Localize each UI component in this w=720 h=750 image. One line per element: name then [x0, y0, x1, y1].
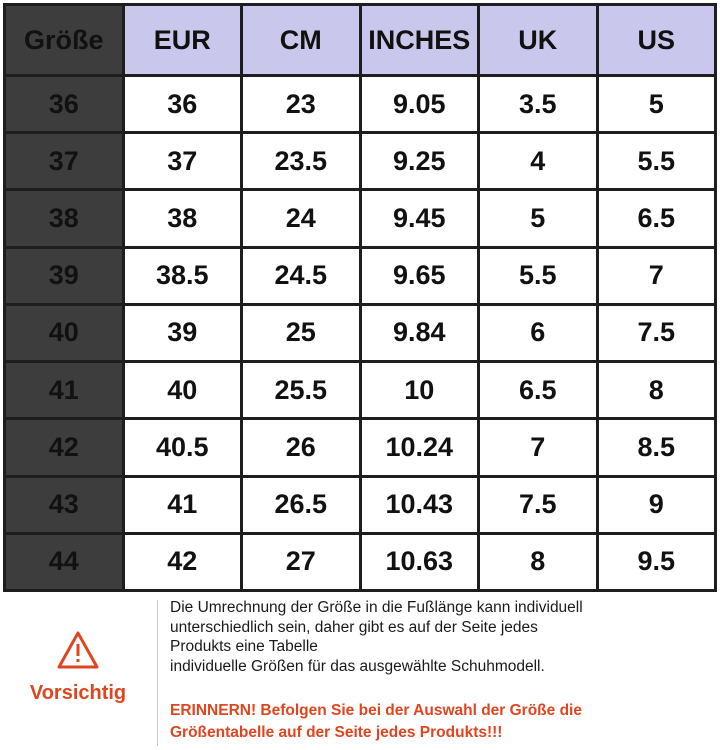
column-header-uk: UK	[480, 6, 596, 74]
cell-uk: 5	[480, 191, 596, 246]
cell-inches: 10.63	[361, 534, 477, 589]
corner-label-size: Größe	[6, 6, 122, 74]
cell-eur: 40.5	[124, 420, 240, 475]
cell-inches: 10	[361, 363, 477, 418]
notice-section: Vorsichtig Die Umrechnung der Größe in d…	[0, 592, 720, 750]
column-header-us: US	[598, 6, 714, 74]
cell-us: 8.5	[598, 420, 714, 475]
cell-inches: 9.05	[361, 77, 477, 132]
row-size-label: 39	[6, 248, 122, 303]
cell-cm: 24	[243, 191, 359, 246]
reminder-text: ERINNERN! Befolgen Sie bei der Auswahl d…	[170, 700, 710, 744]
table-row: 44 42 27 10.63 8 9.5	[6, 534, 714, 589]
cell-uk: 5.5	[480, 248, 596, 303]
table-row: 39 38.5 24.5 9.65 5.5 7	[6, 248, 714, 303]
notice-line: Die Umrechnung der Größe in die Fußlänge…	[170, 599, 583, 616]
cell-cm: 27	[243, 534, 359, 589]
cell-us: 9.5	[598, 534, 714, 589]
table-body: 36 36 23 9.05 3.5 5 37 37 23.5 9.25 4 5.5 38 38 24 9.45…	[6, 77, 714, 589]
row-size-label: 38	[6, 191, 122, 246]
cell-uk: 7.5	[480, 477, 596, 532]
table-row: 43 41 26.5 10.43 7.5 9	[6, 477, 714, 532]
cell-eur: 40	[124, 363, 240, 418]
cell-cm: 23	[243, 77, 359, 132]
cell-cm: 25.5	[243, 363, 359, 418]
table-header-row: Größe EUR CM INCHES UK US	[6, 6, 714, 74]
table-row: 42 40.5 26 10.24 7 8.5	[6, 420, 714, 475]
cell-eur: 42	[124, 534, 240, 589]
cell-eur: 38.5	[124, 248, 240, 303]
table-row: 38 38 24 9.45 5 6.5	[6, 191, 714, 246]
cell-cm: 24.5	[243, 248, 359, 303]
row-size-label: 40	[6, 305, 122, 361]
cell-eur: 36	[124, 77, 240, 132]
row-size-label: 44	[6, 534, 122, 589]
cell-us: 5.5	[598, 134, 714, 189]
cell-uk: 6.5	[480, 363, 596, 418]
cell-uk: 8	[480, 534, 596, 589]
cell-cm: 25	[243, 305, 359, 361]
table-row: 41 40 25.5 10 6.5 8	[6, 363, 714, 418]
cell-us: 6.5	[598, 191, 714, 246]
row-size-label: 43	[6, 477, 122, 532]
cell-inches: 9.65	[361, 248, 477, 303]
warning-block: Vorsichtig	[18, 630, 138, 705]
cell-eur: 39	[124, 305, 240, 361]
column-header-eur: EUR	[124, 6, 240, 74]
cell-cm: 26.5	[243, 477, 359, 532]
cell-us: 5	[598, 77, 714, 132]
size-chart: Größe EUR CM INCHES UK US 36 36 23 9.05 3.5 5 37 37…	[3, 3, 717, 592]
row-size-label: 41	[6, 363, 122, 418]
divider	[157, 600, 158, 746]
cell-inches: 9.45	[361, 191, 477, 246]
cell-uk: 7	[480, 420, 596, 475]
cell-eur: 38	[124, 191, 240, 246]
cell-uk: 6	[480, 305, 596, 361]
cell-inches: 10.24	[361, 420, 477, 475]
reminder-line: ERINNERN! Befolgen Sie bei der Auswahl d…	[170, 702, 582, 719]
cell-eur: 41	[124, 477, 240, 532]
cell-cm: 23.5	[243, 134, 359, 189]
cell-us: 7.5	[598, 305, 714, 361]
cell-us: 9	[598, 477, 714, 532]
reminder-line: Größentabelle auf der Seite jedes Produk…	[170, 724, 503, 741]
cell-uk: 4	[480, 134, 596, 189]
warning-label: Vorsichtig	[29, 682, 127, 704]
cell-us: 8	[598, 363, 714, 418]
row-size-label: 37	[6, 134, 122, 189]
table-row: 37 37 23.5 9.25 4 5.5	[6, 134, 714, 189]
notice-line: individuelle Größen für das ausgewählte …	[170, 657, 545, 675]
row-size-label: 36	[6, 77, 122, 132]
cell-eur: 37	[124, 134, 240, 189]
cell-inches: 9.84	[361, 305, 477, 361]
cell-cm: 26	[243, 420, 359, 475]
table-row: 40 39 25 9.84 6 7.5	[6, 305, 714, 361]
notice-line: unterschiedlich sein, daher gibt es auf …	[170, 618, 538, 636]
notice-text: Die Umrechnung der Größe in die Fußlänge…	[170, 598, 710, 676]
notice-line: Produkts eine Tabelle	[170, 638, 318, 655]
row-size-label: 42	[6, 420, 122, 475]
cell-inches: 9.25	[361, 134, 477, 189]
size-table: Größe EUR CM INCHES UK US 36 36 23 9.05 3.5 5 37 37…	[3, 3, 717, 592]
cell-uk: 3.5	[480, 77, 596, 132]
cell-us: 7	[598, 248, 714, 303]
warning-triangle-icon	[57, 631, 99, 669]
column-header-inches: INCHES	[361, 6, 477, 74]
table-row: 36 36 23 9.05 3.5 5	[6, 77, 714, 132]
column-header-cm: CM	[243, 6, 359, 74]
cell-inches: 10.43	[361, 477, 477, 532]
